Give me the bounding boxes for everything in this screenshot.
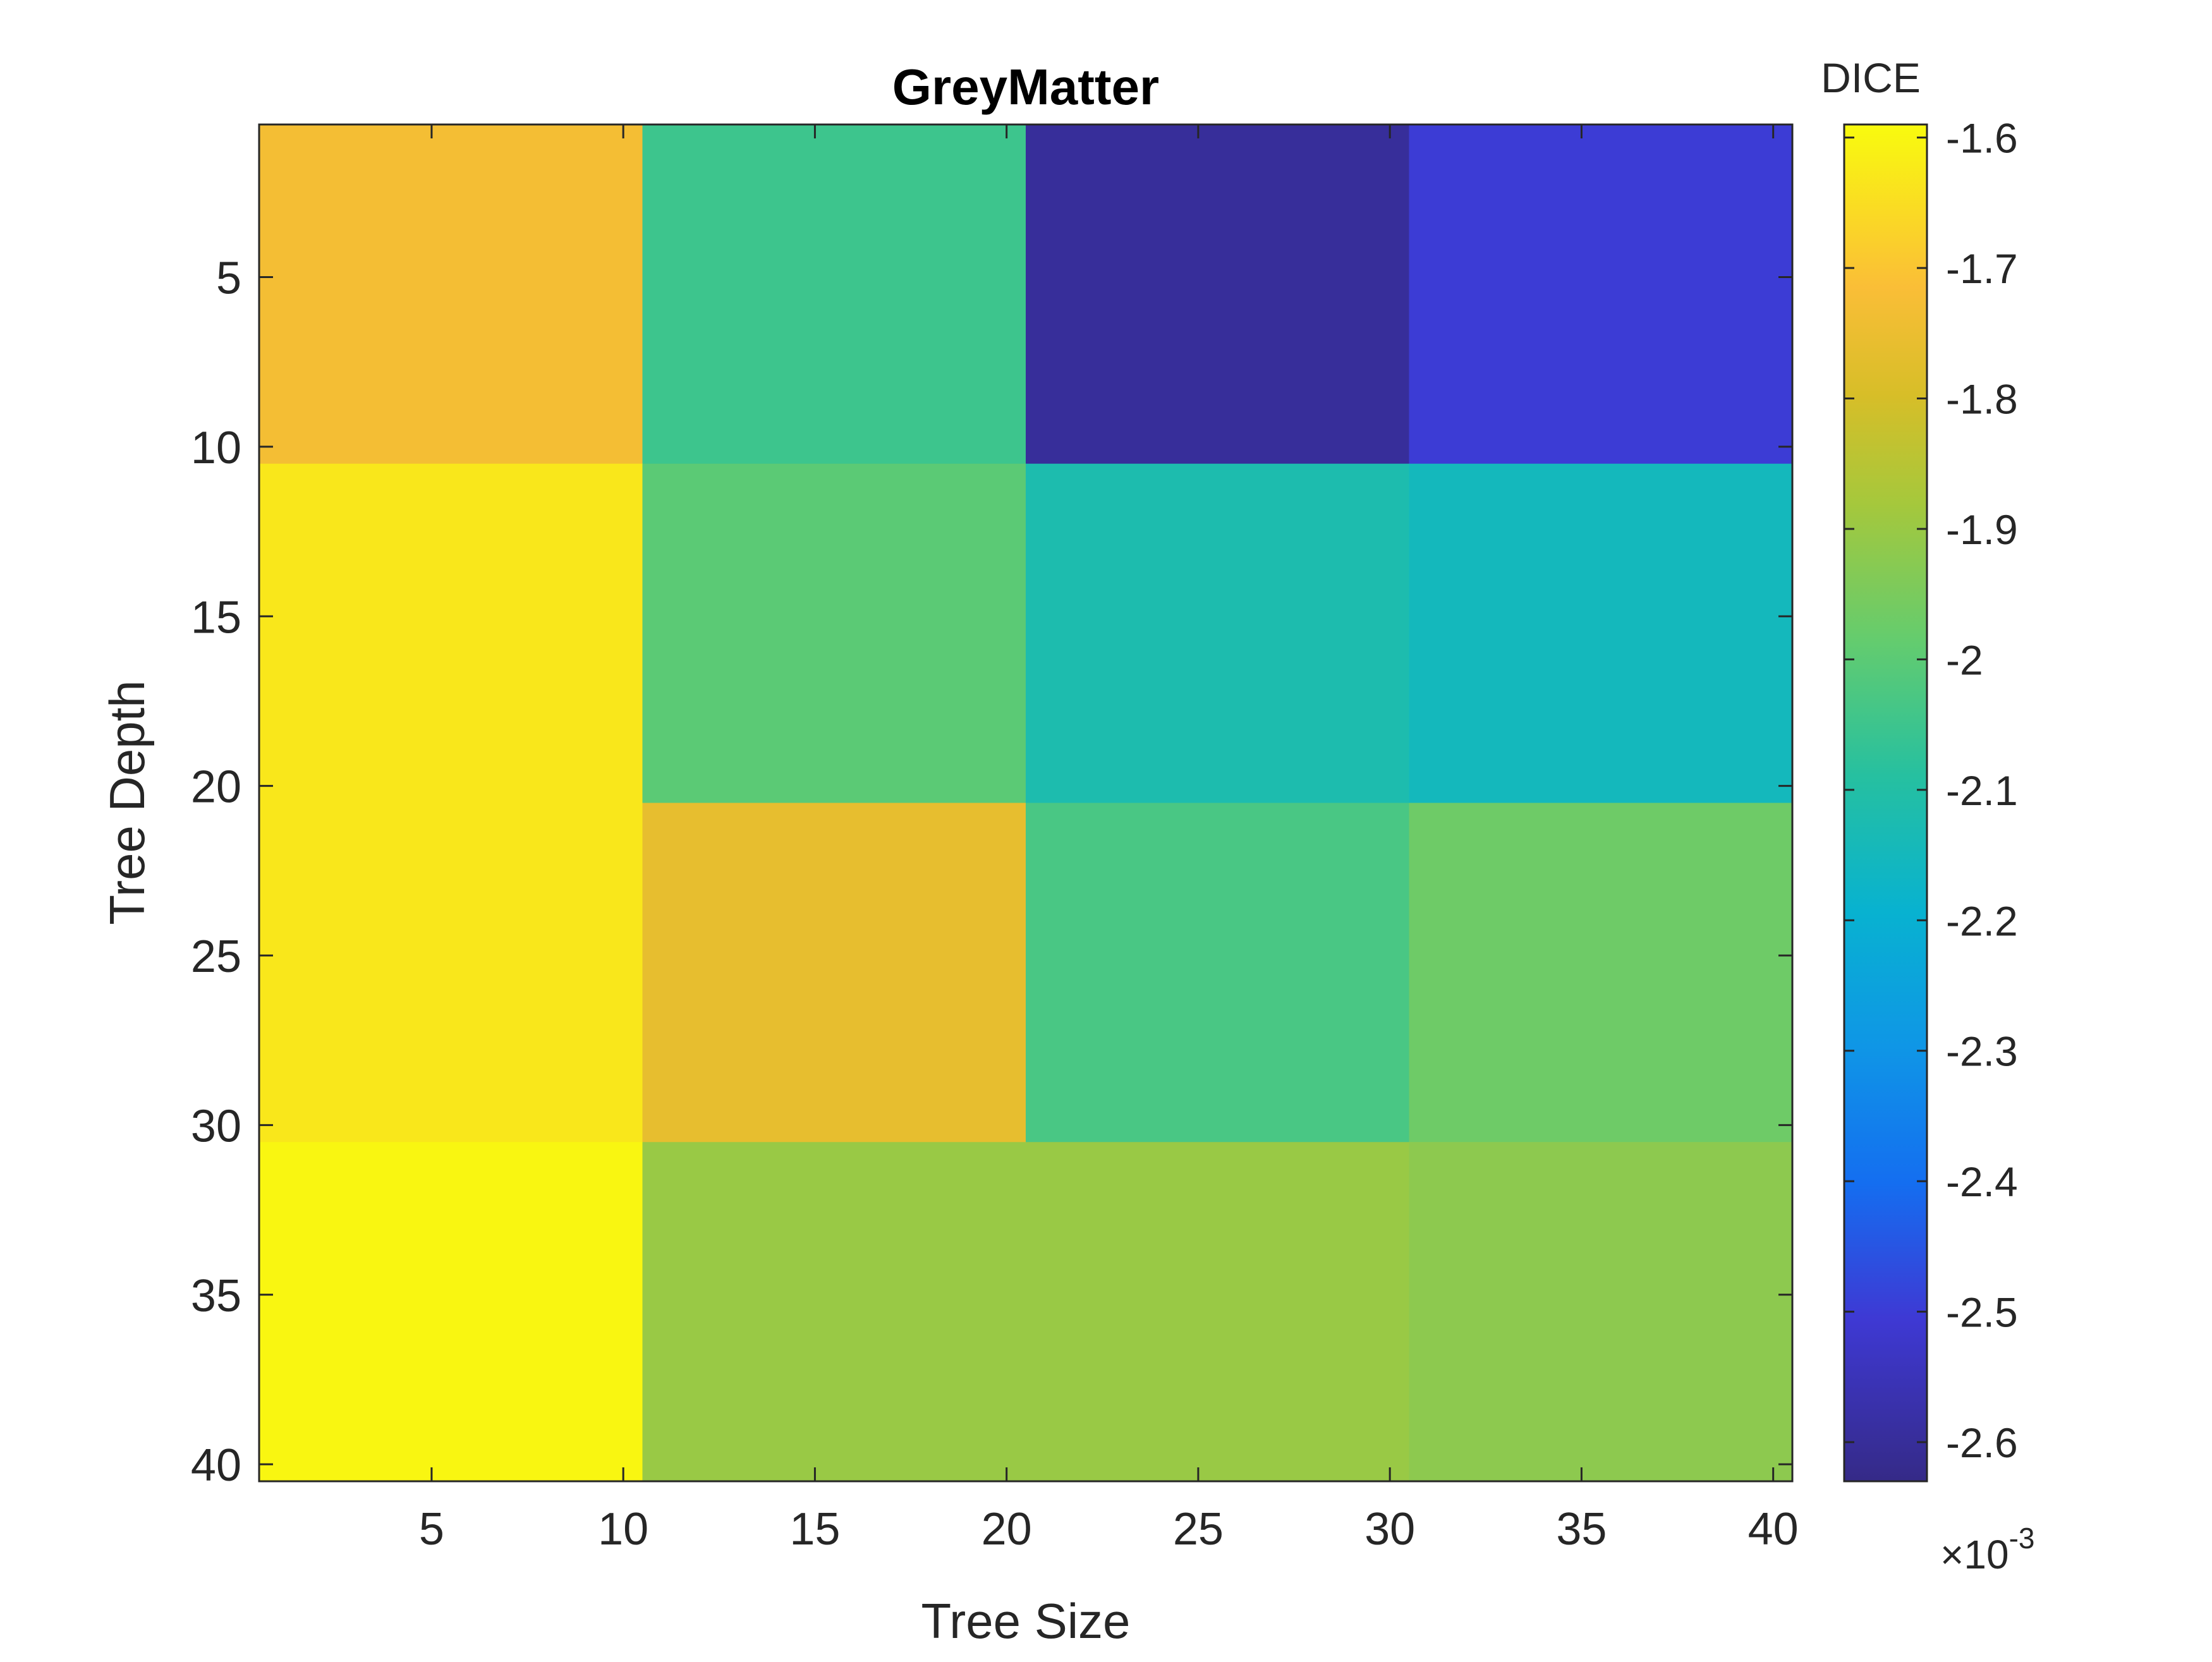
heatmap-cells [259,124,1793,1482]
x-tick-label-4: 25 [1173,1504,1224,1555]
colorbar-tick-label-6: -2.2 [1946,897,2018,944]
x-tick-label-7: 40 [1748,1504,1799,1555]
colorbar-tick-label-0: -1.6 [1946,115,2018,162]
colorbar-tick-label-10: -2.6 [1946,1419,2018,1466]
y-tick-label-2: 15 [191,592,241,643]
y-tick-label-3: 20 [191,762,241,813]
colorbar-tick-label-4: -2 [1946,636,1983,683]
x-tick-label-5: 30 [1364,1504,1415,1555]
heatmap-cell-0 [259,124,643,464]
colorbar-tick-label-9: -2.5 [1946,1289,2018,1336]
heatmap-cell-8 [259,803,643,1143]
x-tick-label-3: 20 [981,1504,1032,1555]
heatmap-cell-15 [1409,1142,1793,1482]
plot-frame [258,123,1794,1483]
y-tick-label-4: 25 [191,931,241,982]
heatmap-cell-4 [259,463,643,804]
chart-title: GreyMatter [892,59,1159,115]
x-tick-label-6: 35 [1556,1504,1607,1555]
x-tick-label-2: 15 [789,1504,840,1555]
axes: 5 10 15 20 25 30 35 40 5 10 15 20 25 30 35 40 [191,123,1799,1555]
colorbar-tick-label-3: -1.9 [1946,506,2018,553]
heatmap-cell-14 [1026,1142,1410,1482]
colorbar-exponent-power: -3 [2009,1522,2035,1555]
y-tick-label-6: 35 [191,1271,241,1321]
colorbar-tick-label-1: -1.7 [1946,245,2018,292]
colorbar-tick-label-2: -1.8 [1946,376,2018,423]
y-tick-label-1: 10 [191,423,241,473]
colorbar-exponent-base: ×10 [1940,1532,2009,1577]
heatmap-cell-2 [1026,124,1410,464]
y-tick-label-7: 40 [191,1440,241,1491]
colorbar-tick-label-7: -2.3 [1946,1028,2018,1075]
x-tick-label-1: 10 [598,1504,648,1555]
colorbar-gradient [1843,123,1928,1483]
heatmap-cell-12 [259,1142,643,1482]
heatmap-cell-13 [642,1142,1026,1482]
heatmap-cell-1 [642,124,1026,464]
heatmap-cell-3 [1409,124,1793,464]
colorbar: -1.6 -1.7 -1.8 -1.9 -2 -2.1 -2.2 -2.3 -2.4 -2.5 -2… [1843,115,2018,1483]
colorbar-label: DICE [1821,54,1921,101]
heatmap-cell-9 [642,803,1026,1143]
x-axis-label: Tree Size [921,1593,1131,1649]
heatmap-cell-10 [1026,803,1410,1143]
heatmap-cell-11 [1409,803,1793,1143]
colorbar-exponent-label: ×10-3 [1940,1522,2034,1577]
heatmap-cell-7 [1409,463,1793,804]
heatmap-cell-6 [1026,463,1410,804]
y-axis-label: Tree Depth [99,680,155,925]
x-tick-label-0: 5 [419,1504,444,1555]
y-tick-label-5: 30 [191,1101,241,1151]
colorbar-tick-label-8: -2.4 [1946,1158,2018,1205]
y-tick-label-0: 5 [216,253,241,304]
heatmap-cell-5 [642,463,1026,804]
colorbar-tick-label-5: -2.1 [1946,767,2018,814]
